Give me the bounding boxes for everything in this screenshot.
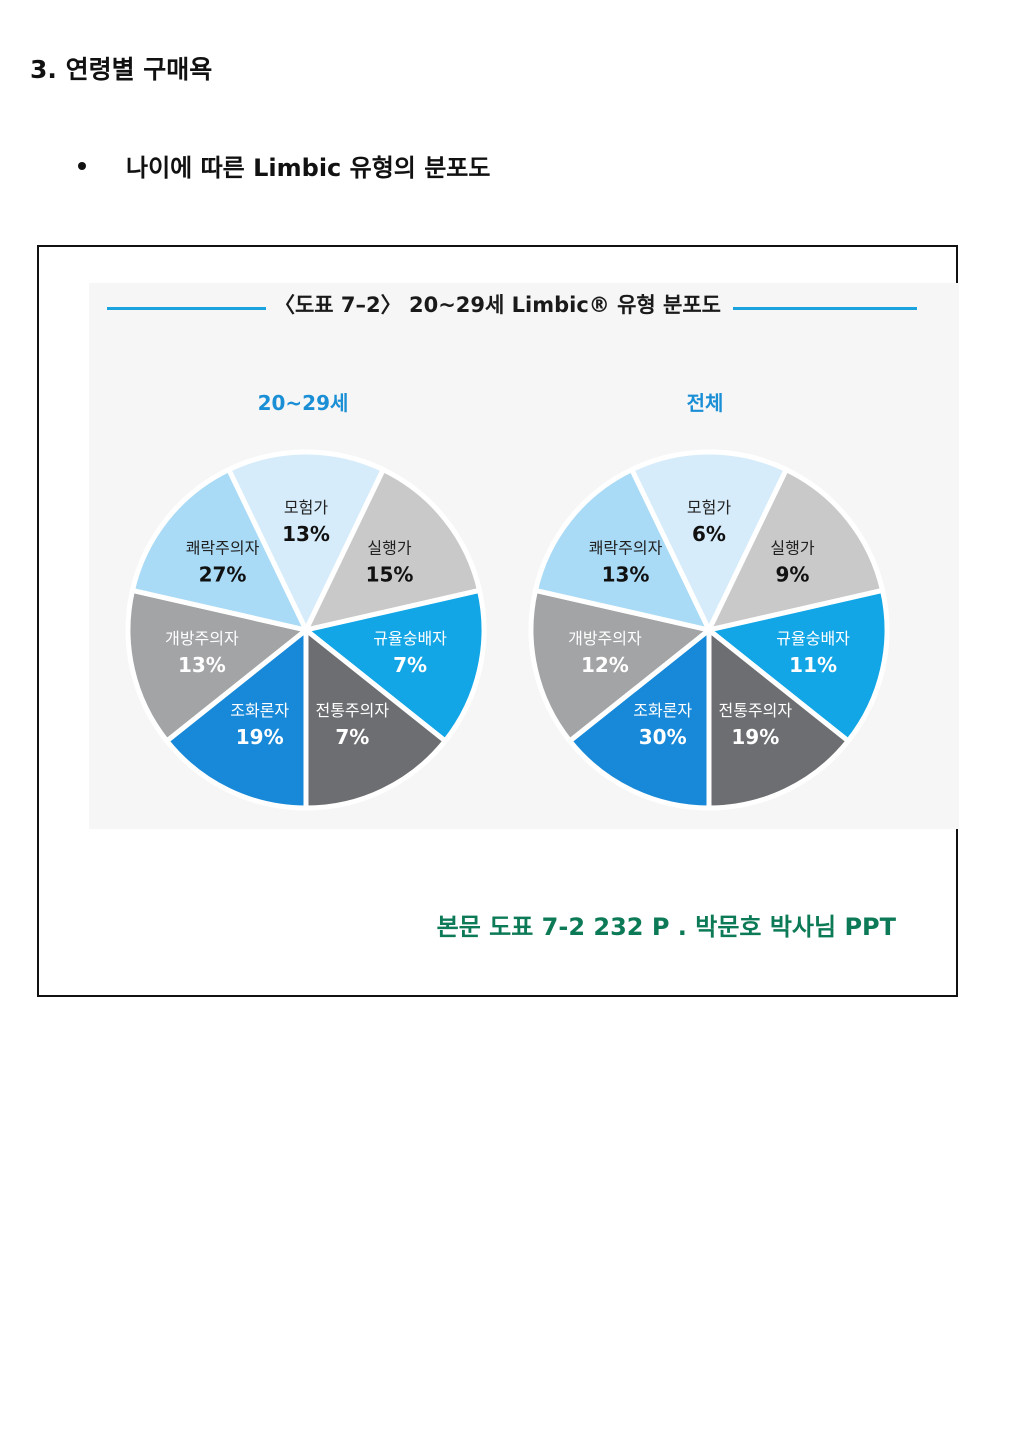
pie-slice-0-1 [301, 466, 483, 634]
slice-category-label: 전통주의자 [315, 701, 389, 720]
pie-title-all: 전체 [686, 391, 724, 415]
pie-slice-0-0 [225, 449, 387, 636]
pie-slice-1-2 [703, 587, 890, 745]
slice-category-label: 쾌락주의자 [186, 538, 260, 557]
slice-category-label: 실행가 [367, 538, 411, 557]
slice-value-label: 13% [602, 562, 650, 586]
slice-value-label: 6% [692, 522, 726, 546]
pie-slice-1-1 [704, 466, 886, 634]
figure-frame: 〈도표 7–2〉 20~29세 Limbic® 유형 분포도 20~29세 전체… [37, 245, 959, 997]
section-heading: 3. 연령별 구매욕 [30, 55, 213, 84]
slice-category-label: 규율숭배자 [776, 629, 850, 648]
pie-slice-1-0 [628, 449, 790, 636]
pie-slice-1-5 [528, 587, 715, 745]
slice-value-label: 12% [581, 653, 629, 677]
slice-category-label: 전통주의자 [718, 701, 792, 720]
title-rule-left [107, 307, 285, 310]
slice-value-label: 19% [731, 725, 779, 749]
pie-slice-1-6 [532, 466, 714, 634]
slice-category-label: 개방주의자 [165, 629, 239, 648]
bullet-text: 나이에 따른 Limbic 유형의 분포도 [126, 154, 491, 182]
pie-slice-0-5 [125, 587, 312, 745]
slice-category-label: 조화론자 [633, 701, 692, 720]
slice-category-label: 규율숭배자 [373, 629, 447, 648]
pie-charts: 모험가 13% 실행가 15% 규율숭배자 7% 전통주의자 7% 조화론자 19% 개방주의자 13… [125, 449, 890, 811]
pie-slice-1-3 [706, 624, 852, 811]
pie-1: 모험가 6% 실행가 9% 규율숭배자 11% 전통주의자 19% 조화론자 30% 개방주의자 12… [528, 449, 890, 811]
slice-value-label: 9% [776, 562, 810, 586]
title-rule-right [733, 307, 917, 310]
slice-value-label: 7% [393, 653, 427, 677]
slice-category-label: 쾌락주의자 [589, 538, 663, 557]
pie-slice-0-4 [163, 624, 309, 811]
pie-0: 모험가 13% 실행가 15% 규율숭배자 7% 전통주의자 7% 조화론자 19% 개방주의자 13… [125, 449, 487, 811]
slice-value-label: 27% [199, 562, 247, 586]
source-credit: 본문 도표 7-2 232 P . 박문호 박사님 PPT [436, 913, 896, 941]
pie-slice-0-2 [300, 587, 487, 745]
figure-title-text: 〈도표 7–2〉 20~29세 Limbic® 유형 분포도 [265, 293, 730, 317]
pie-slice-1-4 [566, 624, 712, 811]
slice-category-label: 조화론자 [230, 701, 289, 720]
pie-slice-0-6 [129, 466, 311, 634]
slice-value-label: 15% [366, 562, 414, 586]
slice-category-label: 모험가 [687, 498, 731, 517]
slice-category-label: 실행가 [770, 538, 814, 557]
pie-title-20s: 20~29세 [257, 391, 349, 415]
slice-value-label: 19% [236, 725, 284, 749]
figure-title: 〈도표 7–2〉 20~29세 Limbic® 유형 분포도 [39, 289, 956, 319]
slice-category-label: 개방주의자 [568, 629, 642, 648]
slice-value-label: 11% [789, 653, 837, 677]
pie-slice-0-3 [303, 624, 449, 811]
slice-value-label: 13% [282, 522, 330, 546]
slice-value-label: 7% [335, 725, 369, 749]
slice-value-label: 30% [639, 725, 687, 749]
bullet-item: 나이에 따른 Limbic 유형의 분포도 [78, 148, 490, 183]
slice-value-label: 13% [178, 653, 226, 677]
slice-category-label: 모험가 [284, 498, 328, 517]
bullet-dot-icon [78, 161, 86, 170]
